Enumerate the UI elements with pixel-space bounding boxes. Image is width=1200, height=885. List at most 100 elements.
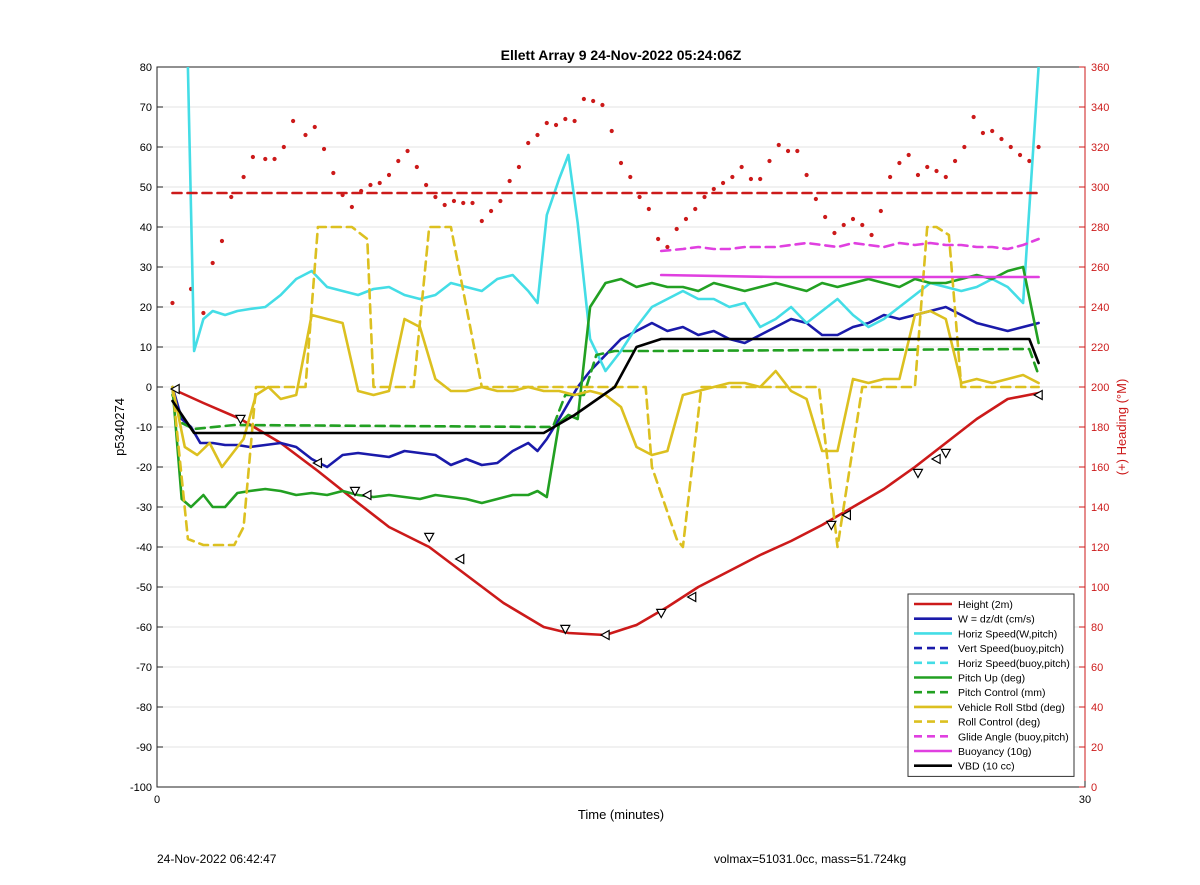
heading-point [544,120,549,126]
heading-point [906,152,911,158]
left-tick-label: -80 [136,702,152,714]
heading-point [250,154,255,160]
left-axis: -100-90-80-70-60-50-40-30-20-10010203040… [130,62,163,794]
left-tick-label: 80 [140,62,152,74]
heading-point [730,174,735,180]
legend-label: Pitch Up (deg) [958,673,1025,685]
heading-point [795,148,800,154]
heading-point [386,172,392,178]
heading-point [618,160,624,166]
heading-point [841,222,846,228]
heading-point [869,232,874,238]
heading-point [1008,144,1013,150]
heading-point [396,158,401,164]
right-axis: 0 20 40 60 80 100 120 140 160 180 200 220 240 260 280 3… [1079,62,1109,794]
heading-point [1036,144,1041,150]
legend-label: Glide Angle (buoy,pitch) [958,731,1069,743]
triangle-marker [825,520,837,531]
heading-point [368,182,373,188]
heading-point [229,194,234,200]
right-tick-label: 140 [1091,502,1109,514]
heading-point [451,198,457,204]
heading-point [291,118,296,124]
footer-timestamp: 24-Nov-2022 06:42:47 [157,852,277,866]
heading-point [563,116,568,122]
heading-point [785,148,791,154]
heading-point [488,208,494,214]
left-tick-label: 60 [140,142,152,154]
heading-point [526,140,531,146]
left-tick-label: 50 [140,182,152,194]
heading-point [321,146,327,152]
left-tick-label: 70 [140,102,152,114]
heading-point [442,202,447,208]
heading-point [241,174,246,180]
right-tick-label: 340 [1091,102,1109,114]
heading-point [609,128,614,134]
triangle-marker [169,383,180,395]
legend-label: Horiz Speed(buoy,pitch) [958,658,1070,670]
heading-point [572,118,577,124]
triangle-marker [841,509,852,521]
legend-label: Roll Control (deg) [958,717,1040,729]
heading-point [767,158,772,164]
right-tick-label: 320 [1091,142,1109,154]
chart-title: Ellett Array 9 24-Nov-2022 05:24:06Z [501,47,742,63]
heading-point [303,132,308,138]
triangle-marker [599,629,610,641]
heading-point [424,182,429,188]
series-pitch-control-mm [171,347,1040,431]
heading-point [860,222,865,228]
left-tick-label: 30 [140,262,152,274]
x-axis-label: Time (minutes) [578,807,664,822]
heading-point [804,172,809,178]
heading-point [646,206,651,212]
triangle-marker [655,608,667,619]
right-tick-label: 100 [1091,582,1109,594]
heading-point [349,204,354,210]
right-tick-label: 240 [1091,302,1109,314]
series-vehicle-roll-stbd-deg [171,309,1040,469]
triangle-marker [454,553,465,565]
legend-label: VBD (10 cc) [958,761,1015,773]
series-glide-angle-buoy-pitch [659,237,1040,253]
heading-point [535,132,540,138]
heading-point [433,194,438,200]
left-tick-label: 20 [140,302,152,314]
heading-point [498,198,503,204]
legend-label: Vehicle Roll Stbd (deg) [958,702,1065,714]
heading-point [600,102,605,108]
heading-point [758,176,763,182]
heading-point [591,98,596,104]
triangle-marker [1032,389,1043,401]
right-tick-label: 180 [1091,422,1109,434]
heading-point [414,164,419,170]
heading-point [210,260,215,266]
right-tick-label: 280 [1091,222,1109,234]
right-tick-label: 260 [1091,262,1109,274]
heading-point [888,174,893,180]
heading-point [962,144,967,150]
heading-point [952,158,958,164]
heading-point [943,174,948,180]
series-vbd-10-cc [171,337,1040,435]
heading-point [507,178,512,184]
legend: Height (2m) W = dz/dt (cm/s) Horiz Speed(W… [907,593,1075,777]
right-tick-label: 40 [1091,702,1103,714]
heading-point [201,310,206,316]
heading-point [170,300,175,306]
heading-point [637,194,642,200]
triangle-marker [349,486,361,497]
heading-point [878,208,883,214]
legend-label: Vert Speed(buoy,pitch) [958,643,1064,655]
triangle-marker [940,448,952,459]
heading-point [479,218,484,224]
heading-point [850,216,856,222]
heading-point [683,216,689,222]
legend-box [907,593,1075,777]
heading-point [272,156,277,162]
triangle-marker [312,457,323,469]
grid [157,66,1085,788]
left-tick-label: -10 [136,422,152,434]
